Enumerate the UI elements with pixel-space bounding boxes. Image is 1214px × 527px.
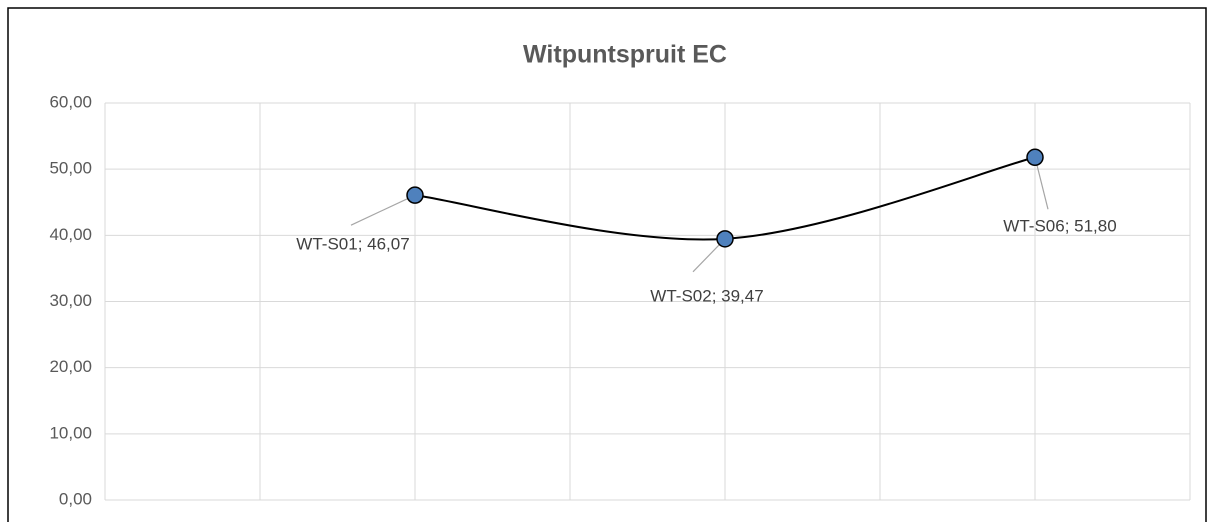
data-label: WT-S02; 39,47 [650,286,763,305]
data-label: WT-S06; 51,80 [1003,217,1116,236]
y-tick-label: 50,00 [49,159,92,178]
marker [716,230,734,248]
y-tick-label: 40,00 [49,225,92,244]
y-tick-label: 30,00 [49,291,92,310]
y-tick-label: 10,00 [49,423,92,442]
leader-line [350,194,416,226]
marker [1026,148,1044,167]
marker [406,186,424,204]
y-tick-label: 20,00 [49,357,92,376]
y-tick-label: 60,00 [49,92,92,111]
data-label: WT-S01; 46,07 [296,235,409,254]
leader-line [1034,157,1049,210]
chart-border [7,7,1207,527]
chart-title: Witpuntspruit EC [523,41,727,69]
y-tick-label: 0,00 [59,489,92,508]
